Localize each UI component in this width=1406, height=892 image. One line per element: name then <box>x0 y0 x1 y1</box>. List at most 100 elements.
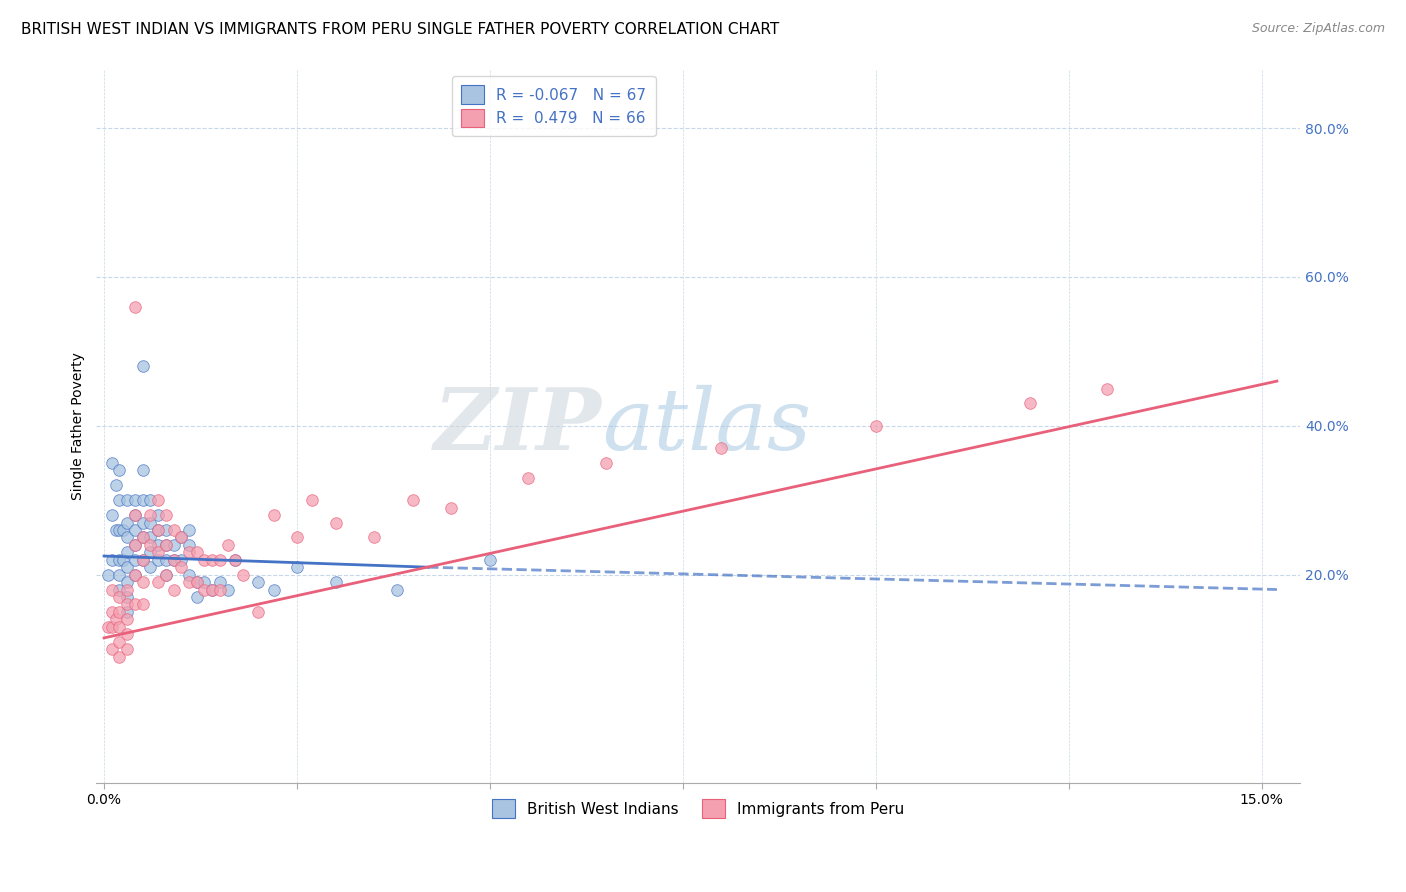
Point <box>124 508 146 522</box>
Point <box>146 508 169 522</box>
Point <box>440 500 463 515</box>
Point <box>104 612 127 626</box>
Point <box>478 553 501 567</box>
Point <box>186 575 208 590</box>
Point <box>325 516 347 530</box>
Point <box>115 605 138 619</box>
Point <box>193 575 215 590</box>
Point <box>101 620 124 634</box>
Point <box>170 530 193 544</box>
Point <box>124 538 146 552</box>
Point <box>101 508 124 522</box>
Point <box>201 582 224 597</box>
Point <box>124 538 146 552</box>
Point <box>177 538 200 552</box>
Point <box>193 553 215 567</box>
Point <box>108 523 131 537</box>
Y-axis label: Single Father Poverty: Single Father Poverty <box>72 351 86 500</box>
Point <box>201 553 224 567</box>
Point <box>263 508 285 522</box>
Point <box>115 590 138 604</box>
Point <box>108 634 131 648</box>
Point <box>865 418 887 433</box>
Point <box>115 612 138 626</box>
Point <box>208 553 231 567</box>
Point <box>115 516 138 530</box>
Point <box>177 545 200 559</box>
Point <box>208 582 231 597</box>
Point <box>208 575 231 590</box>
Point <box>108 590 131 604</box>
Point <box>139 545 162 559</box>
Point <box>131 530 153 544</box>
Point <box>232 567 254 582</box>
Point <box>170 530 193 544</box>
Point <box>139 508 162 522</box>
Point <box>115 530 138 544</box>
Point <box>186 545 208 559</box>
Point <box>201 582 224 597</box>
Point <box>186 590 208 604</box>
Point <box>162 582 184 597</box>
Point <box>139 493 162 508</box>
Point <box>115 598 138 612</box>
Point <box>146 523 169 537</box>
Point <box>97 620 120 634</box>
Point <box>124 493 146 508</box>
Point <box>131 516 153 530</box>
Point <box>217 582 239 597</box>
Point <box>146 575 169 590</box>
Point <box>131 553 153 567</box>
Point <box>224 553 246 567</box>
Point <box>325 575 347 590</box>
Point <box>263 582 285 597</box>
Point <box>155 567 177 582</box>
Point <box>101 642 124 657</box>
Point <box>124 598 146 612</box>
Point <box>115 545 138 559</box>
Point <box>162 553 184 567</box>
Point <box>217 538 239 552</box>
Point <box>170 560 193 574</box>
Point <box>301 493 323 508</box>
Point <box>1019 396 1042 410</box>
Point <box>108 605 131 619</box>
Point <box>124 567 146 582</box>
Point <box>108 463 131 477</box>
Point <box>402 493 425 508</box>
Point <box>595 456 617 470</box>
Point <box>101 582 124 597</box>
Point <box>115 560 138 574</box>
Text: BRITISH WEST INDIAN VS IMMIGRANTS FROM PERU SINGLE FATHER POVERTY CORRELATION CH: BRITISH WEST INDIAN VS IMMIGRANTS FROM P… <box>21 22 779 37</box>
Point <box>155 567 177 582</box>
Point <box>155 538 177 552</box>
Point <box>186 575 208 590</box>
Point <box>177 575 200 590</box>
Point <box>193 582 215 597</box>
Point <box>146 493 169 508</box>
Point <box>146 538 169 552</box>
Point <box>108 582 131 597</box>
Point <box>139 530 162 544</box>
Point <box>387 582 409 597</box>
Point <box>104 478 127 492</box>
Point <box>146 545 169 559</box>
Point <box>101 553 124 567</box>
Point <box>139 516 162 530</box>
Point <box>1095 382 1118 396</box>
Point <box>177 523 200 537</box>
Point <box>139 538 162 552</box>
Point <box>108 567 131 582</box>
Point <box>124 508 146 522</box>
Point <box>131 493 153 508</box>
Point <box>112 553 135 567</box>
Point <box>285 530 308 544</box>
Point <box>108 553 131 567</box>
Point <box>131 530 153 544</box>
Point <box>124 523 146 537</box>
Point <box>108 620 131 634</box>
Point <box>115 493 138 508</box>
Point <box>104 523 127 537</box>
Point <box>177 567 200 582</box>
Legend: British West Indians, Immigrants from Peru: British West Indians, Immigrants from Pe… <box>485 791 912 825</box>
